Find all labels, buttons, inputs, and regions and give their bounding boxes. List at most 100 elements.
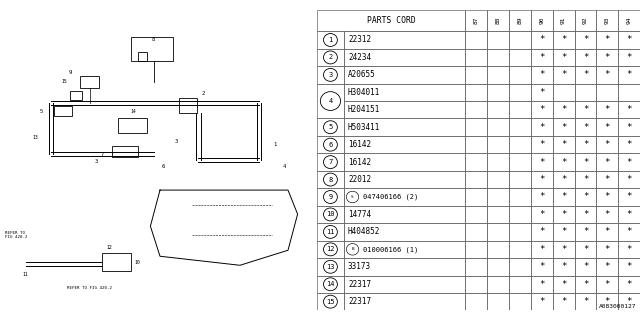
Bar — [575, 241, 596, 258]
Bar — [317, 258, 344, 276]
Text: 11: 11 — [23, 272, 28, 277]
Text: 6: 6 — [328, 142, 333, 148]
Text: *: * — [583, 105, 588, 114]
Text: H204151: H204151 — [348, 105, 380, 114]
Text: *: * — [627, 297, 632, 306]
Bar — [531, 10, 553, 31]
Text: *: * — [627, 70, 632, 79]
Text: *: * — [561, 262, 566, 271]
Bar — [553, 10, 575, 31]
Text: *: * — [561, 297, 566, 306]
Bar — [344, 293, 465, 310]
Text: 4: 4 — [283, 164, 287, 169]
Bar — [553, 171, 575, 188]
Bar — [618, 293, 640, 310]
Text: *: * — [627, 123, 632, 132]
Bar — [487, 66, 509, 84]
Text: 13: 13 — [326, 264, 335, 270]
Text: 15: 15 — [61, 79, 67, 84]
Bar — [596, 206, 618, 223]
Text: S: S — [351, 195, 354, 199]
Text: 3: 3 — [328, 72, 333, 78]
Bar — [531, 276, 553, 293]
Text: *: * — [627, 262, 632, 271]
Text: *: * — [539, 88, 545, 97]
Bar — [112, 147, 138, 157]
Bar — [487, 276, 509, 293]
Bar — [344, 206, 465, 223]
Bar — [596, 223, 618, 241]
Text: 11: 11 — [326, 229, 335, 235]
Text: *: * — [539, 245, 545, 254]
Bar — [575, 206, 596, 223]
Bar — [553, 223, 575, 241]
Bar — [596, 171, 618, 188]
Text: A20655: A20655 — [348, 70, 376, 79]
Bar — [618, 223, 640, 241]
Bar — [509, 118, 531, 136]
Text: 88: 88 — [495, 17, 500, 24]
Bar — [487, 293, 509, 310]
Text: 5: 5 — [328, 124, 333, 130]
Bar — [487, 171, 509, 188]
Text: 2: 2 — [328, 54, 333, 60]
Text: *: * — [627, 210, 632, 219]
Text: *: * — [561, 245, 566, 254]
Bar — [531, 171, 553, 188]
Text: *: * — [561, 175, 566, 184]
Bar — [317, 118, 344, 136]
Bar — [102, 253, 131, 271]
Text: H404852: H404852 — [348, 228, 380, 236]
Bar — [575, 118, 596, 136]
Text: *: * — [561, 158, 566, 167]
Text: 5: 5 — [40, 109, 44, 114]
Bar — [487, 136, 509, 153]
Bar — [531, 258, 553, 276]
Bar — [465, 101, 487, 118]
Bar — [487, 223, 509, 241]
Bar — [487, 101, 509, 118]
Text: A083000127: A083000127 — [599, 304, 637, 309]
Bar — [509, 136, 531, 153]
Bar — [487, 153, 509, 171]
Bar — [531, 118, 553, 136]
Text: 33173: 33173 — [348, 262, 371, 271]
Text: *: * — [583, 262, 588, 271]
Bar — [509, 31, 531, 49]
Bar — [531, 293, 553, 310]
Text: *: * — [583, 245, 588, 254]
Bar — [344, 31, 465, 49]
Bar — [317, 223, 344, 241]
Bar — [465, 118, 487, 136]
Bar — [575, 101, 596, 118]
Bar — [487, 188, 509, 206]
Bar — [317, 188, 344, 206]
Bar — [575, 188, 596, 206]
Bar — [317, 206, 344, 223]
Text: 22012: 22012 — [348, 175, 371, 184]
Bar — [618, 101, 640, 118]
Text: 90: 90 — [540, 17, 544, 24]
Bar — [509, 293, 531, 310]
Bar — [465, 223, 487, 241]
Bar — [596, 10, 618, 31]
Bar — [553, 188, 575, 206]
Bar — [596, 241, 618, 258]
Bar — [531, 206, 553, 223]
Text: 047406166 (2): 047406166 (2) — [363, 194, 418, 200]
Bar — [317, 153, 344, 171]
Text: 7: 7 — [100, 152, 104, 157]
Bar — [596, 101, 618, 118]
Bar — [465, 136, 487, 153]
Bar — [344, 171, 465, 188]
Bar — [531, 49, 553, 66]
Bar — [618, 136, 640, 153]
Text: *: * — [583, 158, 588, 167]
Text: *: * — [627, 158, 632, 167]
Text: *: * — [627, 228, 632, 236]
Text: 6: 6 — [161, 164, 165, 169]
Bar — [575, 136, 596, 153]
Bar — [80, 76, 99, 88]
Bar — [509, 84, 531, 101]
Bar — [553, 101, 575, 118]
